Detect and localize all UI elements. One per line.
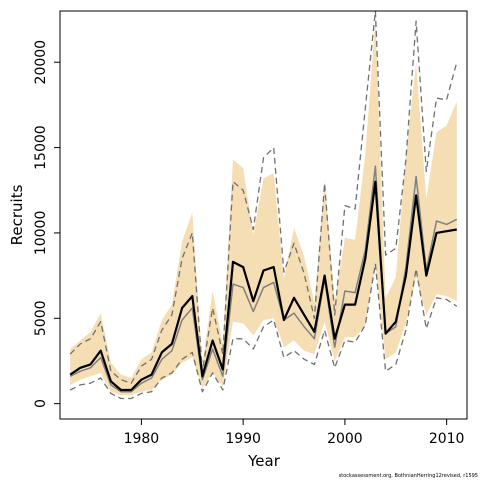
upper-bound-dashed-line [69,11,458,384]
x-tick-label: 1980 [124,431,160,447]
y-tick-label: 15000 [33,125,49,170]
lower-bound-dashed-line [69,263,458,400]
footer-credit: stockassessment.org, BothnianHerring12re… [339,473,478,479]
recruits-estimate-line [69,180,457,392]
plot-frame [59,10,468,420]
secondary-estimate-line [69,165,458,393]
y-tick-label: 20000 [33,40,49,85]
confidence-band [70,19,457,396]
x-tick-label: 2000 [327,431,363,447]
y-tick-label: 10000 [33,211,49,256]
plot-area [69,11,458,400]
y-tick-label: 0 [33,399,49,408]
x-tick-label: 1990 [225,431,261,447]
x-tick-label: 2010 [429,431,465,447]
y-axis-title: Recruits [8,184,26,245]
x-axis-title: Year [247,452,281,470]
y-tick-label: 5000 [33,300,49,336]
axes: 1980 1990 2000 2010 0 5000 10000 15000 20000 [33,40,464,447]
